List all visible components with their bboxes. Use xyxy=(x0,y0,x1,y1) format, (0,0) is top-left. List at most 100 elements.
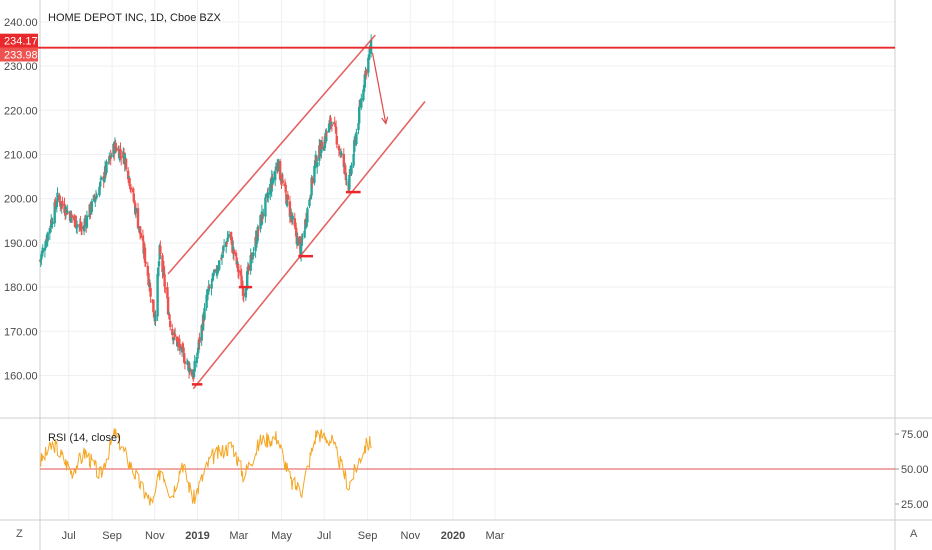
candle-body xyxy=(344,165,346,172)
candle-body xyxy=(51,222,53,224)
candle-body xyxy=(196,357,198,363)
candle-body xyxy=(105,162,107,173)
candle-body xyxy=(71,215,73,217)
candle-body xyxy=(184,361,186,364)
candle-body xyxy=(321,142,323,150)
candle-body xyxy=(238,270,240,273)
time-tick-label: Jul xyxy=(317,530,331,542)
candle-body xyxy=(358,107,360,124)
candle-body xyxy=(355,132,357,144)
candle-body xyxy=(194,361,196,372)
rsi-title: RSI (14, close) xyxy=(48,432,121,444)
candle-body xyxy=(235,252,237,256)
candle-body xyxy=(110,156,112,157)
candle-body xyxy=(76,224,78,227)
candle-body xyxy=(277,159,279,171)
rsi-tick-label: 25.00 xyxy=(901,499,929,511)
candle-body xyxy=(179,344,181,350)
candle-body xyxy=(158,261,160,266)
candle-body xyxy=(341,153,343,154)
candle-body xyxy=(226,243,228,244)
candle-body xyxy=(243,293,245,296)
candle-body xyxy=(100,177,102,178)
price-axis[interactable]: 160.00 170.00 180.00 190.00 200.00 210.00 220.… xyxy=(0,17,38,383)
candle-body xyxy=(303,231,305,238)
candle-body xyxy=(331,125,333,126)
candle-body xyxy=(198,337,200,343)
candle-body xyxy=(338,149,340,151)
rsi-tick-label: 50.00 xyxy=(901,464,929,476)
candle-body xyxy=(130,187,132,189)
candle-body xyxy=(348,175,350,190)
candle-body xyxy=(228,234,230,236)
price-tick-label: 190.00 xyxy=(4,238,38,250)
time-tick-label: May xyxy=(271,530,292,542)
candle-body xyxy=(233,249,235,254)
candle-body xyxy=(154,315,156,321)
candle-body xyxy=(301,238,303,239)
time-tick-label: Nov xyxy=(145,530,165,542)
candle-body xyxy=(223,245,225,246)
candle-body xyxy=(252,252,254,255)
chart-title: HOME DEPOT INC, 1D, Cboe BZX xyxy=(48,12,221,24)
candle-body xyxy=(86,215,88,227)
candle-body xyxy=(56,193,58,203)
price-tick-label: 220.00 xyxy=(4,105,38,117)
price-tick-label: 200.00 xyxy=(4,194,38,206)
candle-body xyxy=(245,289,247,298)
candle-body xyxy=(61,201,63,206)
candle-body xyxy=(203,308,205,320)
candle-body xyxy=(247,265,249,270)
price-tick-label: 240.00 xyxy=(4,17,38,29)
price-tick-label: 230.00 xyxy=(4,61,38,73)
candle-body xyxy=(208,287,210,288)
candle-body xyxy=(171,329,173,335)
time-tick-label: Mar xyxy=(229,530,248,542)
candle-body xyxy=(308,200,310,207)
candle-body xyxy=(128,178,130,186)
time-tick-label: Nov xyxy=(401,530,421,542)
candle-body xyxy=(49,228,51,233)
zoom-corner-button[interactable]: Z xyxy=(16,528,23,540)
time-tick-label: Sep xyxy=(102,530,122,542)
candle-body xyxy=(149,288,151,297)
time-tick-label: Mar xyxy=(486,530,505,542)
price-tick-label: 180.00 xyxy=(4,282,38,294)
candle-body xyxy=(115,147,117,151)
candle-body xyxy=(213,270,215,273)
auto-scale-button[interactable]: A xyxy=(910,528,918,540)
time-tick-label: 2020 xyxy=(441,530,465,542)
candle-body xyxy=(336,136,338,145)
candle-body xyxy=(42,248,44,252)
candle-body xyxy=(221,254,223,258)
time-tick-label: Sep xyxy=(358,530,378,542)
candle-body xyxy=(218,260,220,269)
candle-body xyxy=(135,208,137,213)
candle-body xyxy=(262,214,264,215)
candle-body xyxy=(189,368,191,373)
candle-body xyxy=(137,208,139,228)
candle-body xyxy=(91,201,93,212)
candle-body xyxy=(326,132,328,133)
candle-body xyxy=(168,314,170,319)
candle-body xyxy=(350,165,352,174)
candle-body xyxy=(81,226,83,229)
candle-body xyxy=(335,127,337,134)
candle-body xyxy=(96,195,98,197)
candle-body xyxy=(287,195,289,200)
candle-body xyxy=(306,208,308,222)
candle-body xyxy=(144,248,146,263)
price-label: 234.17 xyxy=(4,36,38,48)
price-tick-label: 170.00 xyxy=(4,326,38,338)
candle-body xyxy=(230,232,232,240)
time-tick-label: Jul xyxy=(62,530,76,542)
candle-body xyxy=(296,238,298,246)
candle-body xyxy=(292,216,294,220)
candle-body xyxy=(345,179,347,180)
candle-body xyxy=(365,69,367,75)
candle-body xyxy=(164,288,166,289)
candle-body xyxy=(169,321,171,327)
candle-body xyxy=(252,258,254,259)
price-label: 233.98 xyxy=(4,50,38,62)
